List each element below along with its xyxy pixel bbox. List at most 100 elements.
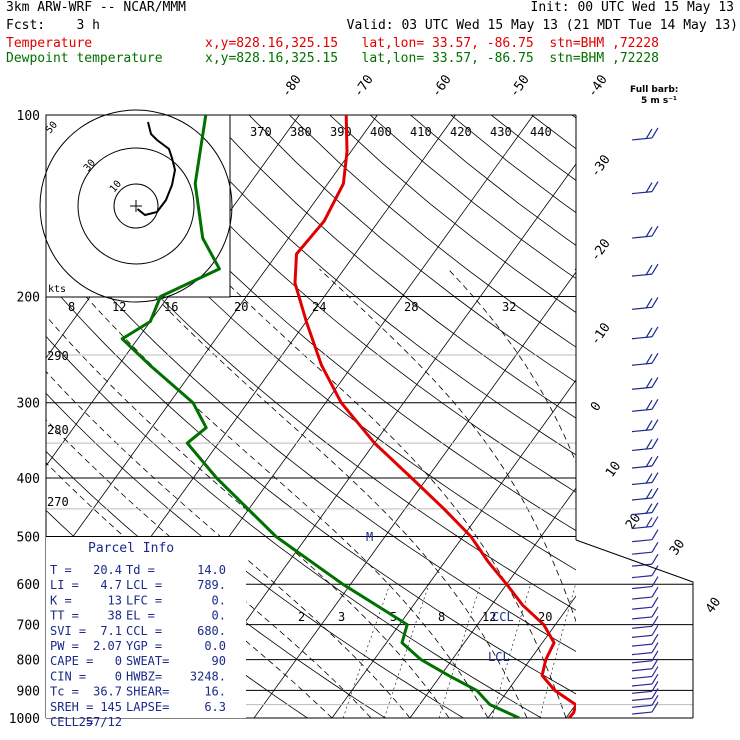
- hodograph-ring-10: [113, 183, 159, 229]
- wind-barb-flag: [645, 264, 653, 276]
- wind-barb-flag: [651, 650, 659, 662]
- wind-barb-flag: [645, 503, 653, 514]
- parcel-info-cell: 2.07: [93, 639, 122, 653]
- mixing-ratio-label-lower: 20: [538, 610, 552, 624]
- wind-barb-flag: [651, 529, 659, 540]
- wind-barb-staff: [631, 429, 653, 433]
- wind-barb-flag: [645, 182, 653, 193]
- pressure-label-1000: 1000: [9, 712, 40, 727]
- wind-barb-flag: [651, 680, 659, 692]
- theta-label: 380: [290, 125, 312, 139]
- wind-barb-flag: [651, 541, 659, 553]
- wind-barb-staff: [631, 539, 653, 543]
- wind-barb-staff: [631, 481, 653, 486]
- parcel-info-cell: CELL =: [50, 715, 93, 729]
- wind-barb-flag: [651, 658, 659, 670]
- wind-barb-flag: [651, 553, 659, 565]
- model-title: 3km ARW-WRF -- NCAR/MMM: [6, 0, 187, 15]
- isotherm-label: 20: [623, 511, 644, 532]
- wind-barb-flag: [651, 688, 659, 699]
- theta-label-low: 290: [47, 349, 69, 363]
- moist-adiabat: [212, 268, 567, 718]
- parcel-info-cell: 0: [115, 654, 122, 668]
- dry-adiabat: [450, 115, 576, 214]
- theta-label: 400: [370, 125, 392, 139]
- parcel-info-cell: 36.7: [93, 685, 122, 699]
- parcel-info-cell: 38: [108, 609, 122, 623]
- mixing-ratio-label-upper: 20: [234, 300, 248, 314]
- parcel-info-cell: LCL =: [126, 578, 162, 592]
- wind-barb-staff: [631, 336, 653, 340]
- parcel-info-title: Parcel Info: [88, 541, 174, 556]
- wind-barb-staff: [631, 465, 653, 469]
- wind-barb-flag: [651, 225, 659, 237]
- wind-barb-flag: [645, 439, 653, 450]
- dry-adiabat: [490, 115, 576, 181]
- forecast-hour: Fcst: 3 h: [6, 18, 100, 33]
- sounding-curves: [120, 115, 576, 718]
- parcel-info-cell: 0.0: [204, 639, 226, 653]
- wind-barb-flag: [651, 438, 659, 449]
- wind-legend-line2: 5 m s⁻¹: [641, 96, 677, 106]
- wind-barb-staff: [631, 497, 653, 501]
- wind-barb-flag: [651, 352, 659, 364]
- dry-adiabat: [693, 115, 740, 718]
- parcel-info-cell: K =: [50, 593, 72, 607]
- wind-barb-staff: [631, 634, 653, 638]
- wind-barb-flag: [651, 565, 659, 576]
- isotherm-label: -70: [351, 72, 377, 100]
- wind-barb-staff: [631, 306, 653, 310]
- moist-adiabat: [61, 268, 489, 718]
- annotation-m: M: [366, 530, 373, 544]
- parcel-info-cell: 16.: [204, 685, 226, 699]
- moist-adiabat: [128, 268, 528, 718]
- wind-barb-staff: [631, 683, 653, 687]
- isotherm: [722, 115, 740, 718]
- wind-barb-staff: [631, 596, 653, 600]
- parcel-info-cell: SREH =: [50, 700, 93, 714]
- theta-label: 370: [250, 125, 272, 139]
- isotherm-label: -40: [585, 72, 611, 100]
- wind-barb-staff: [631, 512, 653, 516]
- isotherm-label: 0: [588, 399, 605, 414]
- parcel-info-cell: LFC =: [126, 593, 162, 607]
- wind-barb-flag: [645, 473, 653, 484]
- wind-barb-staff: [631, 668, 653, 672]
- pressure-label-500: 500: [17, 530, 40, 545]
- wind-barb-staff: [631, 643, 653, 647]
- parcel-info-cell: Tc =: [50, 685, 79, 699]
- wind-barb-flag: [651, 502, 659, 513]
- wind-barb-staff: [631, 362, 653, 366]
- wind-barb-flag: [645, 226, 653, 238]
- parcel-info-cell: 7.1: [100, 624, 122, 638]
- wind-barb-flag: [651, 472, 659, 483]
- parcel-info-cell: HWBZ=: [126, 669, 162, 683]
- theta-label-low: 270: [47, 495, 69, 509]
- dewpoint-legend: Dewpoint temperature: [6, 51, 163, 66]
- wind-barb-flag: [645, 420, 653, 431]
- mixing-ratio-label-lower: 8: [438, 610, 445, 624]
- parcel-info-cell: T =: [50, 563, 72, 577]
- wind-barb-flag: [651, 616, 659, 627]
- wind-barb-flag: [645, 399, 653, 411]
- wind-barb-flag: [651, 419, 659, 430]
- parcel-info-panel: Parcel Info T = 20.4 Td = 14.0 LI = 4.7 LCL = 7…: [46, 537, 246, 729]
- wind-barb-flag: [645, 128, 653, 140]
- pressure-label-700: 700: [17, 619, 40, 634]
- wind-barb-flag: [651, 263, 659, 275]
- parcel-info-cell: 4.7: [100, 578, 122, 592]
- mixing-ratio-label-lower: 12: [482, 610, 496, 624]
- mixing-ratio-line: [603, 584, 635, 718]
- wind-barb-flag: [651, 181, 659, 192]
- wind-barb-flag: [651, 487, 659, 499]
- pressure-label-400: 400: [17, 472, 40, 487]
- mixing-ratio-label-upper: 28: [404, 300, 418, 314]
- wind-barb-staff: [631, 652, 653, 656]
- isotherm-label: -80: [279, 72, 305, 100]
- wind-barb-flag: [651, 701, 659, 713]
- parcel-info-cell: 3248.: [190, 669, 226, 683]
- wind-barb-staff: [631, 625, 653, 629]
- dewpoint-location: x,y=828.16,325.15 lat,lon= 33.57, -86.75…: [205, 51, 659, 66]
- isotherm: [253, 271, 576, 718]
